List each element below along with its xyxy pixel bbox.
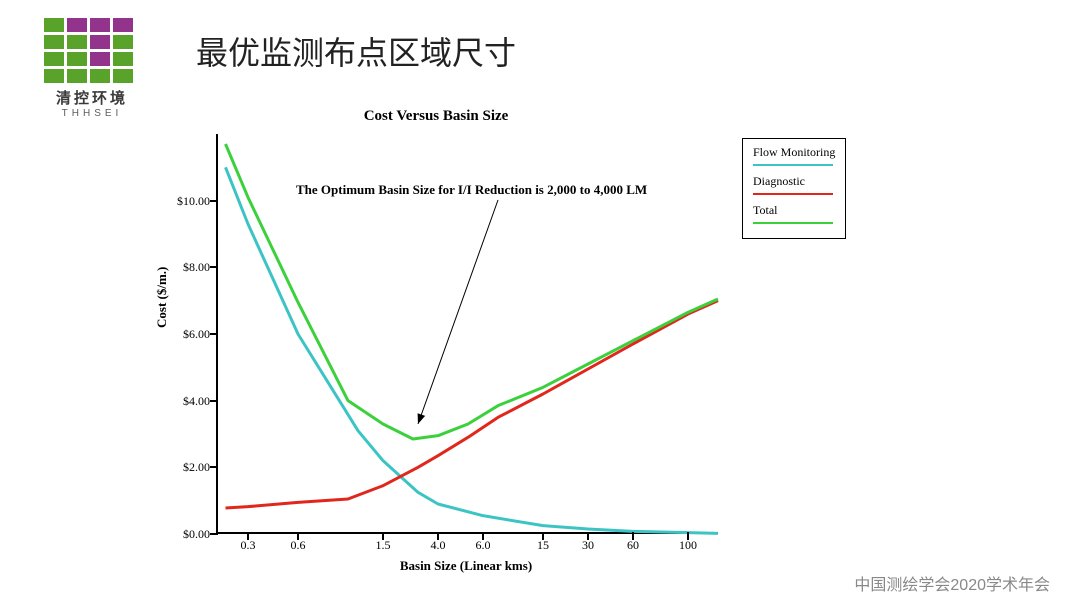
x-tick-label: 0.6 [291, 538, 306, 553]
y-tick-label: $6.00 [162, 327, 210, 342]
series-line [226, 167, 719, 533]
legend: Flow Monitoring Diagnostic Total [742, 138, 846, 239]
x-tick-label: 4.0 [431, 538, 446, 553]
legend-swatch [753, 193, 833, 195]
logo-name: 清控环境 [44, 87, 140, 108]
x-tick-label: 100 [679, 538, 697, 553]
page-title: 最优监测布点区域尺寸 [196, 28, 516, 74]
y-tick-label: $8.00 [162, 260, 210, 275]
footer-text: 中国测绘学会2020学术年会 [854, 571, 1050, 595]
y-tick-label: $2.00 [162, 460, 210, 475]
legend-label: Diagnostic [753, 172, 835, 191]
series-line [226, 301, 719, 508]
legend-swatch [753, 222, 833, 224]
x-tick-label: 6.0 [476, 538, 491, 553]
y-tick [210, 400, 218, 402]
chart-title: Cost Versus Basin Size [156, 108, 716, 125]
x-tick-label: 30 [582, 538, 594, 553]
logo-mark [44, 18, 140, 83]
y-tick-label: $4.00 [162, 394, 210, 409]
logo: 清控环境 THHSEI [44, 18, 140, 119]
plot-area: $0.00$2.00$4.00$6.00$8.00$10.000.30.61.5… [216, 134, 716, 534]
annotation-arrow [418, 200, 498, 424]
y-tick-label: $0.00 [162, 527, 210, 542]
annotation-text: The Optimum Basin Size for I/I Reduction… [296, 182, 647, 198]
legend-swatch [753, 164, 833, 166]
y-tick [210, 333, 218, 335]
y-tick-label: $10.00 [162, 194, 210, 209]
y-tick [210, 200, 218, 202]
y-axis-title: Cost ($/m.) [154, 267, 170, 328]
x-tick-label: 60 [627, 538, 639, 553]
annotation-arrowhead [418, 413, 426, 424]
x-axis-title: Basin Size (Linear kms) [216, 558, 716, 574]
y-tick [210, 466, 218, 468]
x-tick-label: 1.5 [376, 538, 391, 553]
x-tick-label: 15 [537, 538, 549, 553]
y-tick [210, 266, 218, 268]
slide: 清控环境 THHSEI 最优监测布点区域尺寸 Cost Versus Basin… [0, 0, 1080, 607]
legend-label: Flow Monitoring [753, 143, 835, 162]
y-tick [210, 533, 218, 535]
x-tick-label: 0.3 [241, 538, 256, 553]
legend-label: Total [753, 201, 835, 220]
logo-sub: THHSEI [44, 108, 140, 119]
